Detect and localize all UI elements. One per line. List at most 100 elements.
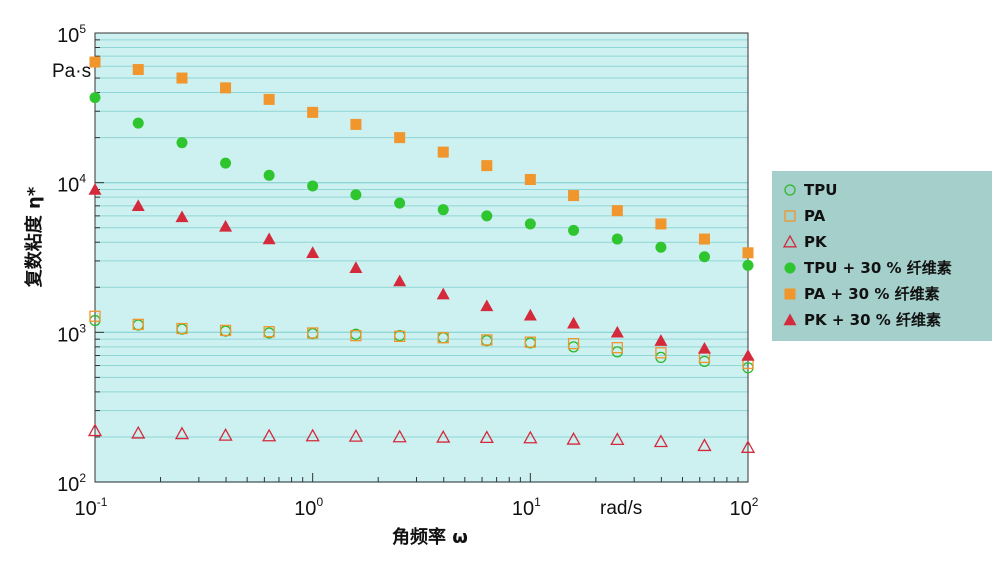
- data-point: [349, 261, 363, 273]
- data-point: [436, 287, 450, 300]
- data-point: [567, 338, 580, 350]
- y-tick-label: 105: [57, 22, 86, 47]
- data-point: [350, 330, 362, 342]
- y-tick-labels: 102 103 104 105: [57, 22, 86, 496]
- x-axis-title: 角频率 ω: [392, 526, 468, 548]
- data-point: [392, 429, 407, 443]
- legend-item: TPU: [784, 181, 837, 199]
- data-point: [220, 82, 232, 94]
- data-point: [394, 330, 406, 343]
- axis-ticks: [94, 39, 739, 483]
- data-point: [524, 336, 536, 348]
- x-tick-label: 10-1: [75, 495, 108, 520]
- legend-label: PA + 30 % 纤维素: [804, 285, 940, 303]
- x-unit-label: rad/s: [600, 498, 642, 519]
- data-point: [350, 118, 362, 130]
- data-point: [219, 219, 233, 232]
- legend-item: PK: [782, 233, 828, 251]
- data-point: [566, 431, 581, 445]
- data-point: [610, 432, 625, 446]
- legend-item: PK + 30 % 纤维素: [783, 311, 941, 329]
- grid: [95, 39, 748, 483]
- x-tick-label: 102: [730, 495, 759, 520]
- data-point: [350, 189, 362, 201]
- data-point: [740, 440, 756, 453]
- data-point: [437, 204, 449, 216]
- legend-marker: [784, 262, 796, 274]
- data-point: [655, 218, 667, 230]
- y-tick-label: 102: [57, 471, 86, 496]
- data-point: [218, 428, 233, 441]
- data-point: [393, 274, 407, 287]
- data-point: [653, 434, 669, 448]
- y-axis-title: 复数粘度 η*: [23, 186, 45, 288]
- data-point: [305, 428, 320, 442]
- data-point: [655, 347, 667, 359]
- data-point: [568, 224, 580, 236]
- legend-box: [772, 171, 992, 341]
- data-point: [176, 322, 188, 335]
- data-point: [611, 342, 623, 354]
- legend-marker: [782, 234, 798, 248]
- legend-label: PK: [804, 233, 828, 251]
- data-point: [307, 106, 319, 118]
- y-unit-label: Pa·s: [52, 61, 91, 82]
- data-point: [524, 218, 536, 230]
- legend-label: TPU + 30 % 纤维素: [804, 259, 952, 277]
- data-point: [263, 326, 275, 338]
- legend-item: PA: [784, 207, 826, 225]
- data-point: [307, 180, 319, 192]
- data-point: [437, 146, 449, 158]
- data-point: [89, 310, 101, 322]
- data-point: [611, 205, 623, 217]
- data-point: [481, 160, 493, 172]
- y-tick-label: 103: [57, 321, 86, 346]
- data-point: [262, 428, 277, 442]
- data-point: [741, 349, 755, 361]
- data-point: [481, 334, 493, 346]
- legend-label: PK + 30 % 纤维素: [804, 311, 941, 329]
- data-point: [348, 428, 364, 442]
- y-tick-label: 104: [57, 172, 86, 197]
- data-point: [394, 132, 406, 144]
- x-tick-labels: 10-1 100 101 102: [75, 495, 759, 520]
- data-point: [698, 251, 710, 263]
- data-point: [654, 334, 668, 346]
- legend-label: TPU: [804, 181, 837, 199]
- data-point: [89, 92, 101, 104]
- data-point: [524, 173, 536, 185]
- series-4: [89, 56, 754, 259]
- data-point: [523, 308, 537, 321]
- data-point: [131, 199, 145, 212]
- data-point: [87, 423, 103, 437]
- plot-area: [95, 33, 748, 482]
- data-point: [307, 327, 319, 339]
- data-point: [610, 325, 624, 338]
- data-point: [131, 425, 146, 439]
- data-point: [436, 429, 451, 443]
- legend-marker: [784, 288, 796, 300]
- legend-item: TPU + 30 % 纤维素: [784, 259, 952, 277]
- data-point: [655, 241, 667, 253]
- x-tick-label: 101: [512, 495, 541, 520]
- data-point: [175, 210, 189, 223]
- data-point: [132, 64, 144, 76]
- legend-marker: [784, 184, 796, 196]
- data-point: [174, 426, 190, 440]
- data-point: [742, 259, 754, 271]
- data-point: [481, 210, 493, 222]
- data-point: [480, 299, 494, 312]
- data-point: [220, 157, 232, 169]
- series-3: [89, 92, 754, 271]
- series-2: [87, 423, 756, 453]
- data-point: [132, 117, 144, 129]
- data-point: [437, 332, 449, 344]
- data-point: [394, 197, 406, 209]
- data-point: [697, 438, 712, 452]
- data-point: [263, 169, 275, 181]
- data-point: [262, 232, 276, 245]
- data-point: [89, 56, 101, 68]
- data-marks: [87, 56, 756, 453]
- legend-item: PA + 30 % 纤维素: [784, 285, 940, 303]
